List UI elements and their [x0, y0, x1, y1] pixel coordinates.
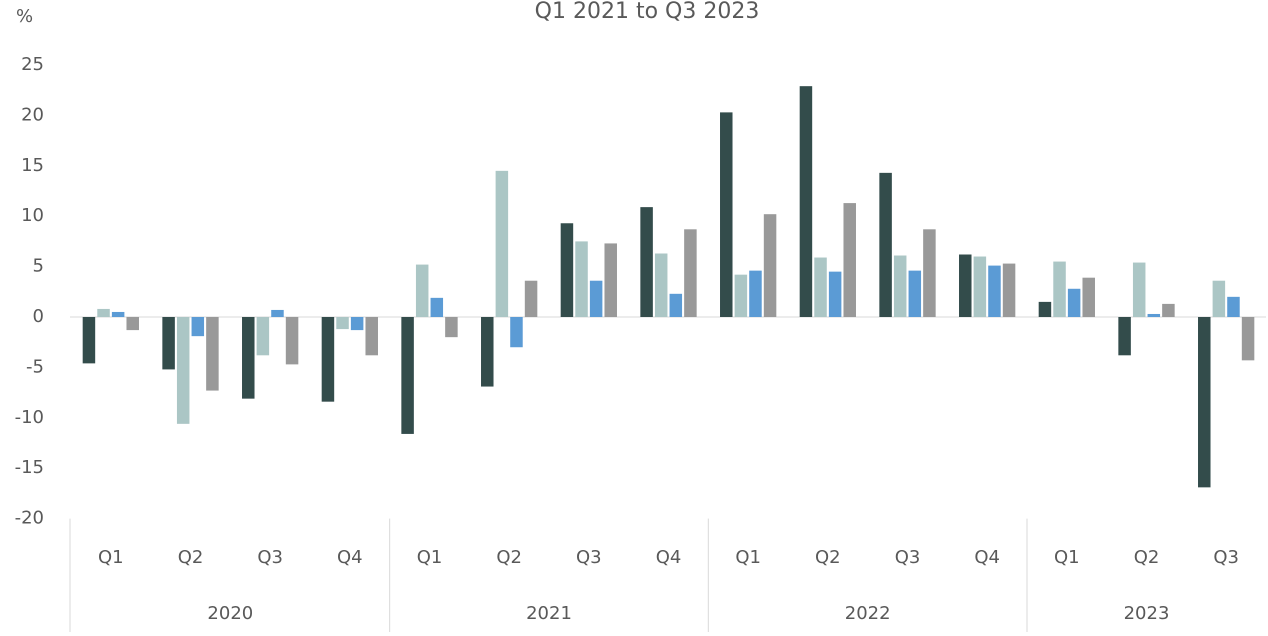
- x-tick-label: Q4: [974, 547, 1000, 568]
- bar: [162, 317, 175, 370]
- y-axis-label: %: [16, 6, 33, 27]
- bar: [799, 86, 813, 317]
- bar: [1227, 296, 1240, 317]
- y-tick-label: -15: [15, 457, 44, 478]
- y-tick-label: -20: [15, 508, 44, 529]
- bar: [560, 223, 574, 317]
- bar: [749, 270, 762, 317]
- bar: [1162, 303, 1175, 317]
- bar: [350, 317, 364, 331]
- bar: [97, 308, 110, 317]
- x-tick-label: Q1: [417, 547, 443, 568]
- x-tick-label: Q1: [735, 547, 761, 568]
- bar: [814, 257, 827, 317]
- bar: [669, 293, 683, 317]
- bar: [1212, 280, 1226, 317]
- bar: [206, 317, 219, 391]
- bar: [763, 214, 777, 317]
- x-tick-label: Q3: [1213, 547, 1239, 568]
- bar: [481, 317, 494, 387]
- group-label: 2022: [845, 603, 891, 624]
- x-tick-label: Q4: [656, 547, 682, 568]
- y-tick-label: 15: [21, 155, 44, 176]
- x-tick-label: Q2: [1134, 547, 1160, 568]
- bar: [415, 264, 429, 317]
- bar: [1002, 263, 1016, 317]
- y-tick-label: -5: [26, 356, 44, 377]
- bar: [923, 229, 936, 317]
- group-label: 2023: [1124, 603, 1170, 624]
- bar: [1132, 262, 1146, 317]
- bar: [734, 274, 748, 317]
- bar: [575, 241, 588, 317]
- bar: [640, 207, 653, 317]
- bar: [321, 317, 335, 402]
- bar: [242, 317, 255, 399]
- bar: [988, 265, 1001, 317]
- bar: [720, 112, 733, 317]
- bar: [1198, 317, 1211, 488]
- bar: [843, 203, 856, 317]
- bar: [495, 170, 509, 317]
- bar: [445, 317, 458, 338]
- x-tick-label: Q1: [98, 547, 124, 568]
- bar: [1067, 288, 1081, 317]
- y-tick-label: -10: [15, 407, 44, 428]
- bar: [828, 271, 842, 317]
- y-tick-label: 5: [33, 256, 44, 277]
- bar: [271, 309, 284, 317]
- group-label: 2021: [526, 603, 572, 624]
- bar: [604, 243, 617, 317]
- x-tick-label: Q2: [178, 547, 204, 568]
- bar: [256, 317, 270, 356]
- y-tick-label: 10: [21, 205, 44, 226]
- bar: [589, 280, 603, 317]
- bar: [1241, 317, 1255, 361]
- x-tick-label: Q1: [1054, 547, 1080, 568]
- group-label: 2020: [207, 603, 253, 624]
- x-tick-label: Q4: [337, 547, 363, 568]
- bar: [285, 317, 299, 365]
- bar: [111, 311, 125, 317]
- bar: [973, 256, 987, 317]
- bar: [654, 253, 668, 317]
- x-tick-label: Q3: [895, 547, 921, 568]
- bar: [1038, 301, 1052, 317]
- chart-title: Q1 2021 to Q3 2023: [535, 0, 760, 24]
- bar: [401, 317, 414, 434]
- bar: [893, 255, 907, 317]
- bar: [510, 317, 523, 348]
- y-tick-label: 0: [33, 306, 44, 327]
- bar: [1147, 313, 1161, 317]
- bar: [879, 172, 892, 317]
- bar: [176, 317, 190, 424]
- x-tick-label: Q2: [815, 547, 841, 568]
- bar: [191, 317, 205, 337]
- bar: [1118, 317, 1131, 356]
- x-tick-label: Q3: [257, 547, 283, 568]
- bar: [684, 229, 697, 317]
- bar: [126, 317, 139, 331]
- y-tick-label: 20: [21, 104, 44, 125]
- x-tick-label: Q2: [496, 547, 522, 568]
- bar: [430, 297, 444, 317]
- bar: [1053, 261, 1066, 317]
- bar: [959, 254, 972, 317]
- bar: [908, 270, 922, 317]
- bar: [524, 280, 538, 317]
- bar: [336, 317, 349, 330]
- bar: [1082, 277, 1095, 317]
- bar: [365, 317, 378, 356]
- bar: [82, 317, 96, 364]
- x-tick-label: Q3: [576, 547, 602, 568]
- y-tick-label: 25: [21, 54, 44, 75]
